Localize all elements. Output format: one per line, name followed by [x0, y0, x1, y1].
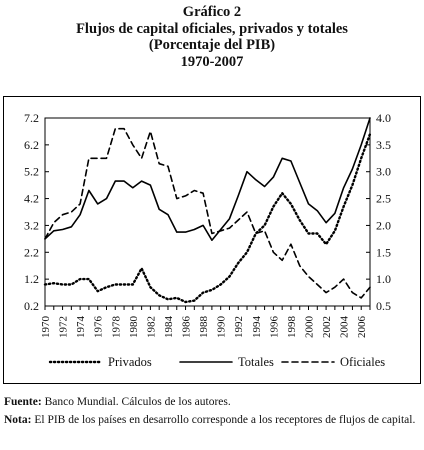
source-text: Banco Mundial. Cálculos de los autores. [41, 396, 231, 408]
chart-heading: Gráfico 2 Flujos de capital oficiales, p… [0, 4, 424, 70]
footnote-text: El PIB de los países en desarrollo corre… [31, 413, 416, 426]
x-tick-label: 1996 [268, 316, 280, 339]
chart-frame [3, 96, 421, 384]
x-tick-label: 1974 [75, 316, 87, 339]
right-tick-label: 1.5 [376, 245, 391, 259]
left-tick-label: 6.2 [24, 138, 39, 152]
x-tick-label: 1986 [181, 316, 193, 339]
source-label: Fuente: [4, 396, 42, 408]
left-tick-label: 3.2 [24, 218, 39, 232]
right-tick-label: 2.0 [376, 218, 391, 232]
x-tick-label: 1976 [93, 316, 105, 339]
x-tick-label: 1972 [58, 316, 70, 338]
x-tick-label: 1992 [233, 316, 245, 338]
footnote: Nota: El PIB de los países en desarrollo… [4, 414, 418, 428]
right-tick-label: 4.0 [376, 111, 391, 125]
right-tick-label: 3.0 [376, 165, 391, 179]
legend-label-oficiales: Oficiales [340, 355, 385, 369]
series-line-privados [43, 132, 372, 304]
x-tick-label: 1998 [286, 316, 298, 339]
x-tick-label: 2000 [304, 316, 316, 339]
x-tick-label: 1994 [251, 316, 263, 339]
series-line-oficiales [44, 127, 371, 299]
x-tick-label: 2006 [356, 316, 368, 339]
series-line-totales [44, 117, 371, 241]
left-tick-label: 0.2 [24, 299, 39, 313]
footnote-label: Nota: [4, 413, 32, 426]
plot-area [44, 117, 371, 307]
x-tick-label: 2002 [321, 316, 333, 338]
right-tick-label: 1.0 [376, 272, 391, 286]
chart-notes: Fuente: Banco Mundial. Cálculos de los a… [4, 396, 418, 431]
x-tick-label: 1970 [40, 316, 52, 339]
x-tick-label: 1990 [216, 316, 228, 339]
x-tick-label: 1980 [128, 316, 140, 339]
right-tick-label: 2.5 [376, 192, 391, 206]
chart-period: 1970-2007 [180, 53, 244, 70]
right-tick-label: 0.5 [376, 299, 391, 313]
left-tick-label: 7.2 [24, 111, 39, 125]
x-tick-label: 1982 [145, 316, 157, 338]
x-tick-label: 2004 [339, 316, 351, 339]
chart-subtitle: (Porcentaje del PIB) [148, 37, 276, 53]
chart-title: Flujos de capital oficiales, privados y … [76, 20, 348, 37]
x-tick-label: 1988 [198, 316, 210, 339]
legend-label-totales: Totales [238, 355, 274, 369]
x-tick-label: 1984 [163, 316, 175, 339]
right-tick-label: 3.5 [376, 138, 391, 152]
left-tick-label: 4.2 [24, 192, 39, 206]
source-note: Fuente: Banco Mundial. Cálculos de los a… [4, 396, 418, 410]
left-tick-label: 1.2 [24, 272, 39, 286]
left-tick-label: 2.2 [24, 245, 39, 259]
chart-label: Gráfico 2 [182, 4, 242, 20]
legend-label-privados: Privados [108, 355, 152, 369]
left-tick-label: 5.2 [24, 165, 39, 179]
x-tick-label: 1978 [110, 316, 122, 339]
